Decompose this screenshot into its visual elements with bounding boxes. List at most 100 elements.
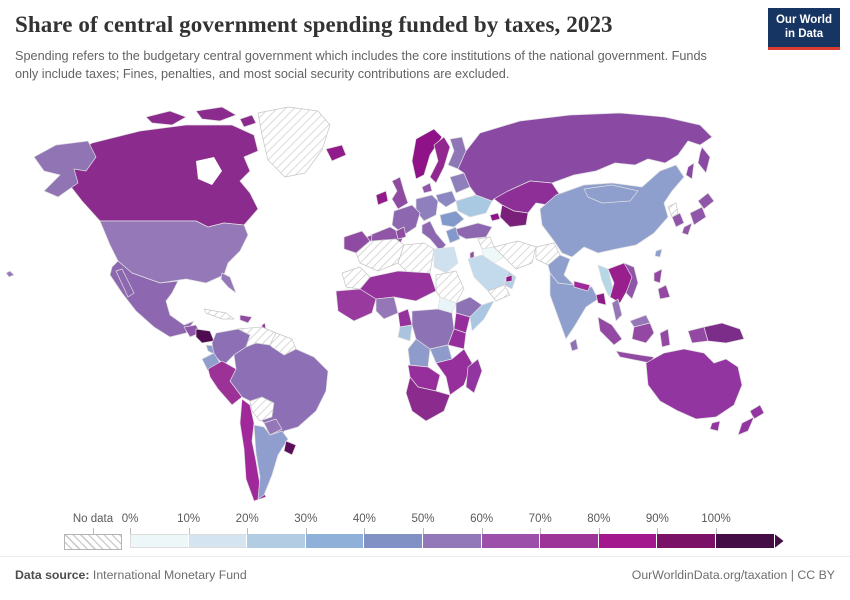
region-mexico[interactable]	[109, 260, 195, 338]
region-west-africa[interactable]	[335, 288, 377, 322]
region-uae[interactable]	[505, 274, 513, 283]
region-caucasus[interactable]	[489, 212, 501, 222]
region-norway[interactable]	[411, 128, 443, 180]
footer-datasource: Data source: International Monetary Fund	[15, 568, 247, 582]
footer-link[interactable]: OurWorldinData.org/taxation	[631, 568, 788, 582]
region-tunisia[interactable]	[395, 226, 407, 240]
region-mozambique-zimbabwe[interactable]	[435, 348, 473, 396]
legend-tick-label: 40%	[352, 513, 376, 525]
region-uruguay[interactable]	[283, 440, 297, 456]
region-china[interactable]	[539, 164, 685, 258]
legend-segment-30%[interactable]	[305, 534, 365, 548]
legend-segment-100%[interactable]	[715, 534, 775, 548]
legend-no-data-tick	[93, 528, 94, 534]
region-peru[interactable]	[207, 360, 243, 406]
region-madagascar[interactable]	[465, 358, 483, 394]
region-russia[interactable]	[457, 112, 713, 202]
region-uk[interactable]	[391, 176, 409, 210]
region-argentina[interactable]	[253, 424, 289, 500]
legend-segment-80%[interactable]	[598, 534, 658, 548]
region-java[interactable]	[615, 350, 655, 364]
legend-no-data-label: No data	[72, 513, 114, 525]
legend-segment-40%[interactable]	[364, 534, 423, 548]
region-nigeria[interactable]	[375, 296, 399, 320]
header: Share of central government spending fun…	[0, 0, 850, 84]
region-yemen[interactable]	[487, 284, 511, 302]
region-iceland[interactable]	[325, 144, 347, 162]
region-north-korea[interactable]	[667, 202, 679, 218]
region-kamchatka[interactable]	[697, 146, 711, 174]
region-canada-arctic[interactable]	[145, 106, 257, 128]
region-central-asia[interactable]	[499, 204, 529, 228]
hudson-bay-water	[196, 157, 222, 185]
region-canada[interactable]	[57, 124, 259, 228]
region-alaska[interactable]	[33, 140, 97, 198]
region-florida[interactable]	[220, 272, 237, 294]
region-congo-gabon[interactable]	[397, 324, 413, 342]
legend-tick	[481, 528, 483, 534]
region-romania-balkans[interactable]	[439, 210, 465, 228]
region-sulawesi[interactable]	[659, 328, 671, 348]
region-bolivia[interactable]	[249, 396, 275, 422]
region-sri-lanka[interactable]	[569, 338, 579, 352]
region-sweden[interactable]	[429, 136, 451, 184]
region-australia[interactable]	[645, 348, 743, 420]
region-taiwan[interactable]	[654, 248, 663, 258]
region-papua-new-guinea[interactable]	[703, 322, 745, 344]
region-indonesia-borneo[interactable]	[631, 322, 655, 344]
legend-segment-60%[interactable]	[481, 534, 541, 548]
region-south-africa[interactable]	[405, 376, 451, 422]
region-new-zealand-south[interactable]	[737, 416, 755, 436]
region-mongolia[interactable]	[583, 184, 639, 204]
region-paraguay[interactable]	[263, 418, 283, 436]
region-south-korea[interactable]	[671, 212, 685, 228]
legend-segment-90%[interactable]	[657, 534, 716, 548]
region-greenland[interactable]	[257, 106, 331, 178]
footer-divider: |	[790, 568, 794, 582]
legend-bar	[130, 534, 784, 548]
legend-segment-70%[interactable]	[540, 534, 599, 548]
region-nepal[interactable]	[573, 280, 591, 292]
legend-tick	[188, 528, 190, 534]
region-philippines-south[interactable]	[657, 284, 671, 300]
legend-segment-0%[interactable]	[130, 534, 189, 548]
legend-no-data[interactable]: No data	[64, 513, 122, 550]
region-hispaniola[interactable]	[239, 314, 253, 324]
legend-tick	[540, 528, 542, 534]
datasource-value: International Monetary Fund	[92, 568, 247, 582]
region-honduras-nicaragua[interactable]	[195, 328, 215, 344]
region-japan[interactable]	[681, 192, 715, 236]
legend-segment-20%[interactable]	[247, 534, 306, 548]
region-libya[interactable]	[397, 242, 435, 274]
region-vietnam[interactable]	[623, 262, 639, 300]
legend: 0% 10% 20% 30% 40% 50% 60% 70% 80% 90% 100%	[122, 513, 800, 553]
region-egypt[interactable]	[433, 246, 459, 274]
legend-tick	[716, 528, 717, 534]
region-ireland[interactable]	[375, 190, 389, 206]
region-turkey[interactable]	[455, 222, 493, 240]
region-germany[interactable]	[415, 194, 439, 222]
region-france[interactable]	[391, 204, 421, 236]
region-malay-peninsula[interactable]	[611, 298, 623, 322]
region-new-zealand-north[interactable]	[749, 404, 765, 420]
legend-tick-label: 90%	[645, 513, 669, 525]
region-cameroon[interactable]	[397, 308, 413, 328]
legend-tick-label: 20%	[235, 513, 259, 525]
region-hawaii[interactable]	[5, 270, 15, 278]
legend-no-data-swatch[interactable]	[64, 534, 122, 550]
region-bangladesh[interactable]	[595, 292, 607, 306]
region-somalia[interactable]	[469, 300, 495, 332]
region-iran[interactable]	[493, 240, 537, 270]
legend-tick-label: 70%	[528, 513, 552, 525]
legend-segment-50%[interactable]	[422, 534, 482, 548]
region-baja[interactable]	[115, 268, 135, 298]
region-denmark[interactable]	[421, 182, 433, 194]
region-sakhalin[interactable]	[685, 162, 695, 180]
region-philippines-north[interactable]	[653, 268, 663, 284]
region-sumatra[interactable]	[597, 316, 623, 346]
region-tasmania[interactable]	[709, 420, 721, 432]
footer: Data source: International Monetary Fund…	[0, 556, 850, 582]
region-cuba[interactable]	[203, 308, 235, 320]
region-poland-czechia[interactable]	[435, 190, 457, 208]
legend-segment-10%[interactable]	[188, 534, 248, 548]
